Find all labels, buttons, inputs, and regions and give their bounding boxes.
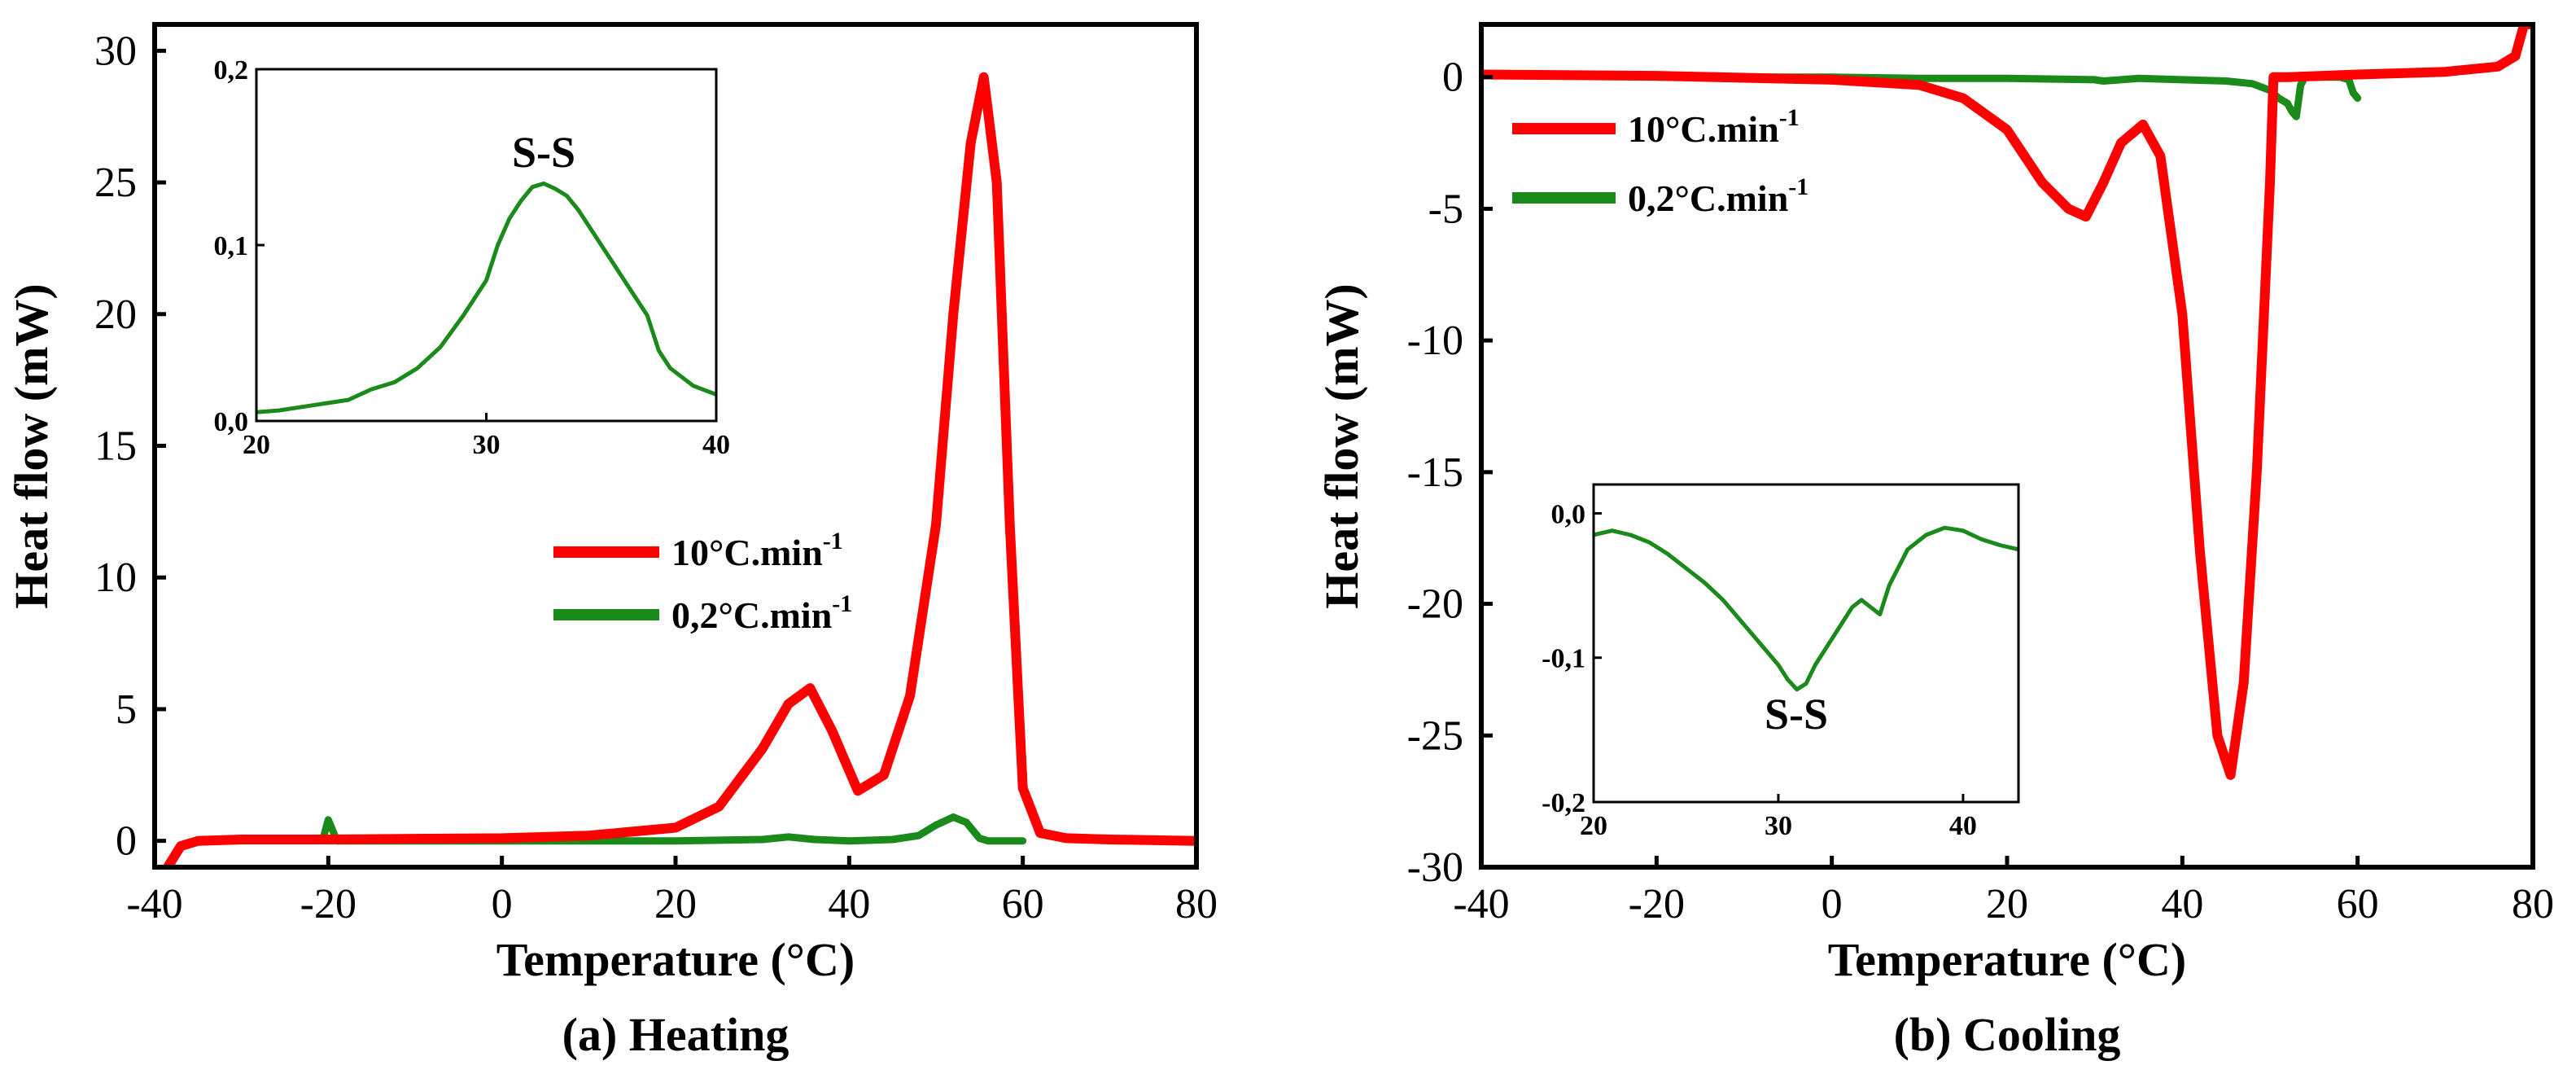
cooling-xtick-label: 0	[1822, 881, 1843, 927]
cooling-inset-annotation: S-S	[1765, 690, 1828, 739]
cooling-ytick-label: -10	[1407, 318, 1463, 364]
heating-ytick-label: 10	[94, 555, 137, 601]
heating-inset-ytick-label: 0,2	[214, 55, 249, 85]
heating-ytick-label: 0	[116, 818, 137, 865]
cooling-xtick-label: 60	[2337, 881, 2379, 927]
heating-inset-ytick-label: 0,1	[214, 231, 249, 261]
cooling-ytick-label: -20	[1407, 581, 1463, 628]
heating-ytick-label: 20	[94, 292, 137, 338]
cooling-x-axis-label: Temperature (°C)	[1828, 933, 2186, 986]
heating-inset-background	[256, 69, 716, 421]
cooling-inset-xtick-label: 20	[1580, 811, 1607, 841]
heating-xtick-label: 0	[492, 881, 513, 927]
panel-cooling: -40 -20 0 20 40 60 80 0 -5 -10 -15 -20 -25 -30 Tempe…	[1315, 22, 2554, 1061]
cooling-xtick-label: 40	[2161, 881, 2203, 927]
cooling-series-line-10	[1481, 24, 2533, 780]
cooling-inset-ytick-label: -0,1	[1542, 644, 1585, 674]
heating-inset-series-layer	[256, 181, 716, 414]
heating-legend: 10°C.min-1 0,2°C.min-1	[553, 528, 852, 636]
heating-yticks: 0 5 10 15 20 25 30	[94, 28, 166, 865]
heating-y-axis-label: Heat flow (mW)	[5, 283, 58, 608]
heating-inset: 20 30 40 0,0 0,1 0,2 S-S	[214, 55, 731, 460]
heating-xticks: -40 -20 0 20 40 60 80	[126, 856, 1218, 927]
heating-ytick-label: 30	[94, 28, 137, 74]
heating-xtick-label: 20	[654, 881, 697, 927]
cooling-ytick-label: -15	[1407, 449, 1463, 496]
cooling-y-axis-label: Heat flow (mW)	[1315, 283, 1368, 608]
heating-inset-yticks: 0,0 0,1 0,2	[214, 55, 265, 437]
heating-caption: (a) Heating	[562, 1008, 789, 1061]
cooling-legend-label-10: 10°C.min-1	[1628, 104, 1800, 150]
heating-xtick-label: 60	[1002, 881, 1044, 927]
heating-inset-xtick-label: 30	[473, 430, 501, 460]
cooling-inset: 20 30 40 0,0 -0,1 -0,2 S-S	[1542, 483, 2020, 841]
heating-legend-label-10: 10°C.min-1	[671, 528, 843, 573]
heating-ytick-label: 5	[116, 686, 137, 733]
heating-xtick-label: 80	[1175, 881, 1218, 927]
cooling-inset-xtick-label: 40	[1949, 811, 1977, 841]
cooling-ytick-label: 0	[1442, 55, 1463, 101]
cooling-inset-ytick-label: -0,2	[1542, 788, 1585, 818]
cooling-caption: (b) Cooling	[1894, 1008, 2121, 1061]
cooling-legend: 10°C.min-1 0,2°C.min-1	[1512, 104, 1808, 219]
heating-series-layer	[163, 72, 1196, 867]
heating-xtick-label: 40	[828, 881, 870, 927]
cooling-ytick-label: -5	[1428, 186, 1463, 232]
cooling-inset-frame	[1592, 483, 2020, 804]
cooling-ytick-label: -25	[1407, 712, 1463, 759]
heating-inset-ytick-label: 0,0	[214, 407, 249, 437]
heating-inset-xtick-label: 40	[702, 430, 730, 460]
cooling-inset-yticks: 0,0 -0,1 -0,2	[1542, 499, 1602, 818]
cooling-legend-label-02: 0,2°C.min-1	[1628, 173, 1808, 219]
cooling-inset-ytick-label: 0,0	[1551, 499, 1586, 529]
heating-ytick-label: 15	[94, 423, 137, 470]
cooling-xtick-label: -40	[1453, 881, 1509, 927]
cooling-xticks: -40 -20 0 20 40 60 80	[1453, 856, 2554, 927]
cooling-inset-background	[1594, 484, 2018, 802]
cooling-xtick-label: -20	[1629, 881, 1685, 927]
cooling-inset-xtick-label: 30	[1765, 811, 1792, 841]
cooling-inset-xticks: 20 30 40	[1580, 794, 1977, 841]
cooling-yticks: 0 -5 -10 -15 -20 -25 -30	[1407, 55, 1493, 891]
heating-inset-xticks: 20 30 40	[243, 413, 730, 460]
cooling-ytick-label: -30	[1407, 844, 1463, 891]
heating-xtick-label: -20	[300, 881, 356, 927]
cooling-xtick-label: 80	[2512, 881, 2554, 927]
heating-inset-annotation: S-S	[512, 128, 575, 177]
heating-inset-xtick-label: 20	[243, 430, 270, 460]
panel-heating: -40 -20 0 20 40 60 80 0 5 10 15 20 25 30 Temperature…	[5, 22, 1218, 1061]
cooling-inset-series-layer	[1594, 525, 2018, 692]
heating-xtick-label: -40	[126, 881, 182, 927]
heating-x-axis-label: Temperature (°C)	[496, 933, 855, 986]
cooling-series-layer	[1481, 24, 2533, 780]
heating-series-line-10	[163, 72, 1196, 867]
cooling-inset-series-line	[1594, 525, 2018, 692]
cooling-xtick-label: 20	[1986, 881, 2028, 927]
heating-ytick-label: 25	[94, 160, 137, 206]
heating-inset-series-line	[256, 181, 716, 414]
heating-legend-label-02: 0,2°C.min-1	[671, 590, 852, 636]
